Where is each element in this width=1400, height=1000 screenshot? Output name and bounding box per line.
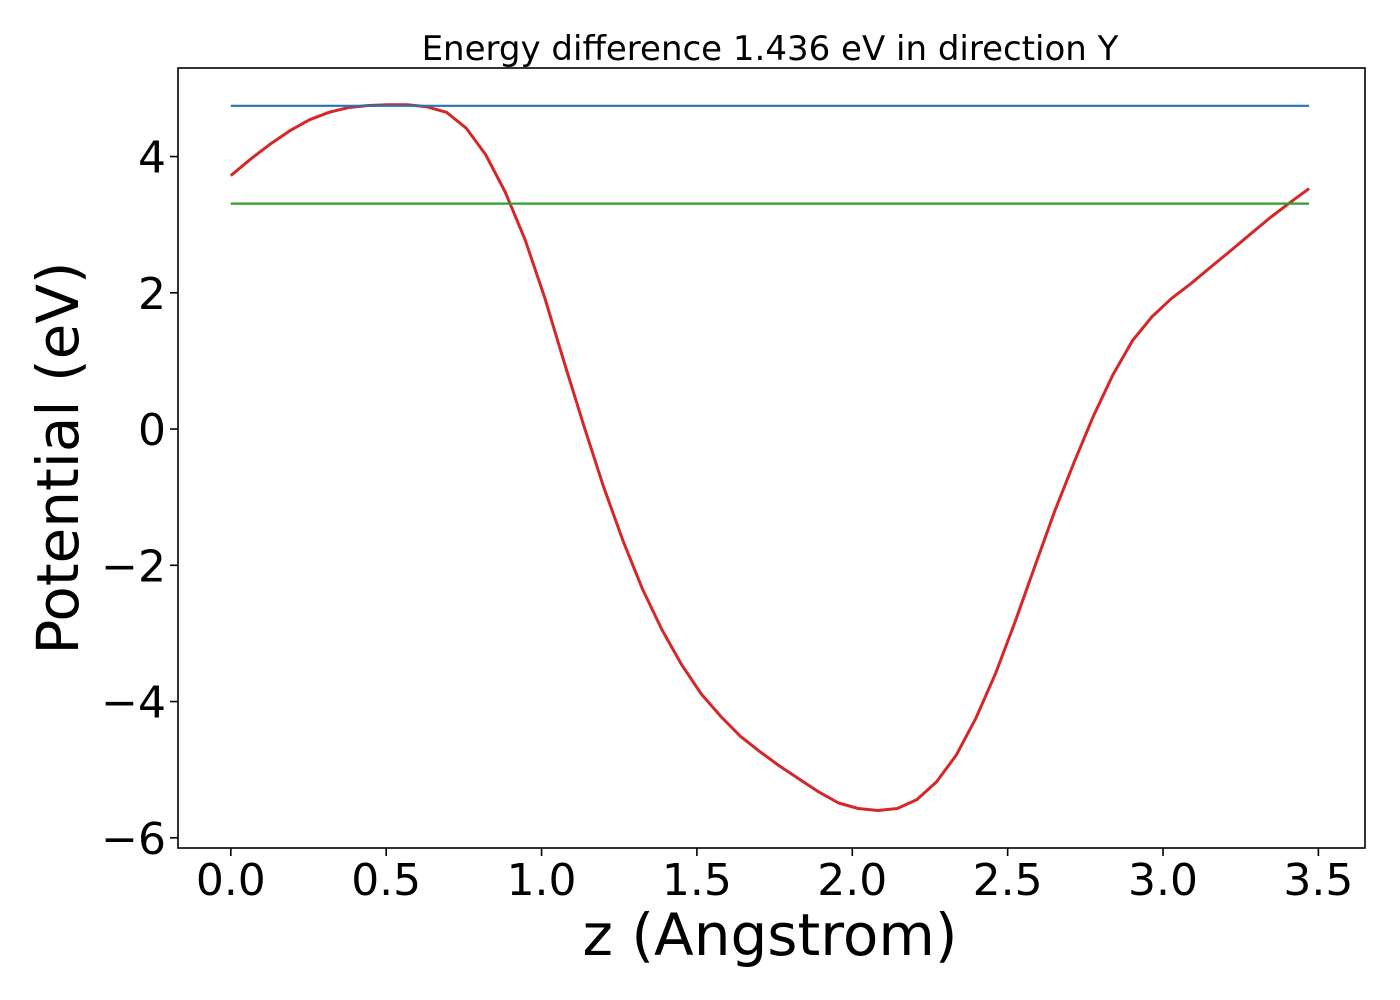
x-tick-label: 3.5 [1283, 855, 1353, 906]
x-axis-label: z (Angstrom) [583, 901, 958, 969]
y-tick-label: 0 [138, 405, 166, 456]
y-tick-label: −2 [101, 541, 166, 592]
x-tick-label: 0.5 [351, 855, 421, 906]
x-tick-label: 2.5 [973, 855, 1043, 906]
x-tick-label: 2.0 [817, 855, 887, 906]
x-tick-label: 0.0 [196, 855, 266, 906]
y-tick-label: 2 [138, 269, 166, 320]
y-tick-label: −4 [101, 678, 166, 729]
x-tick-label: 1.5 [662, 855, 732, 906]
x-axis: 0.0 0.5 1.0 1.5 2.0 2.5 3.0 3.5 [196, 848, 1353, 906]
y-axis: −6 −4 −2 0 2 4 [101, 133, 178, 865]
series-layer [229, 103, 1310, 812]
y-tick-label: 4 [138, 133, 166, 184]
x-tick-label: 3.0 [1128, 855, 1198, 906]
y-axis-label: Potential (eV) [24, 261, 92, 654]
series-line-0 [229, 103, 1310, 812]
chart-title: Energy difference 1.436 eV in direction … [422, 29, 1119, 69]
plot-frame [177, 67, 1366, 849]
x-tick-label: 1.0 [507, 855, 577, 906]
y-tick-label: −6 [101, 814, 166, 865]
